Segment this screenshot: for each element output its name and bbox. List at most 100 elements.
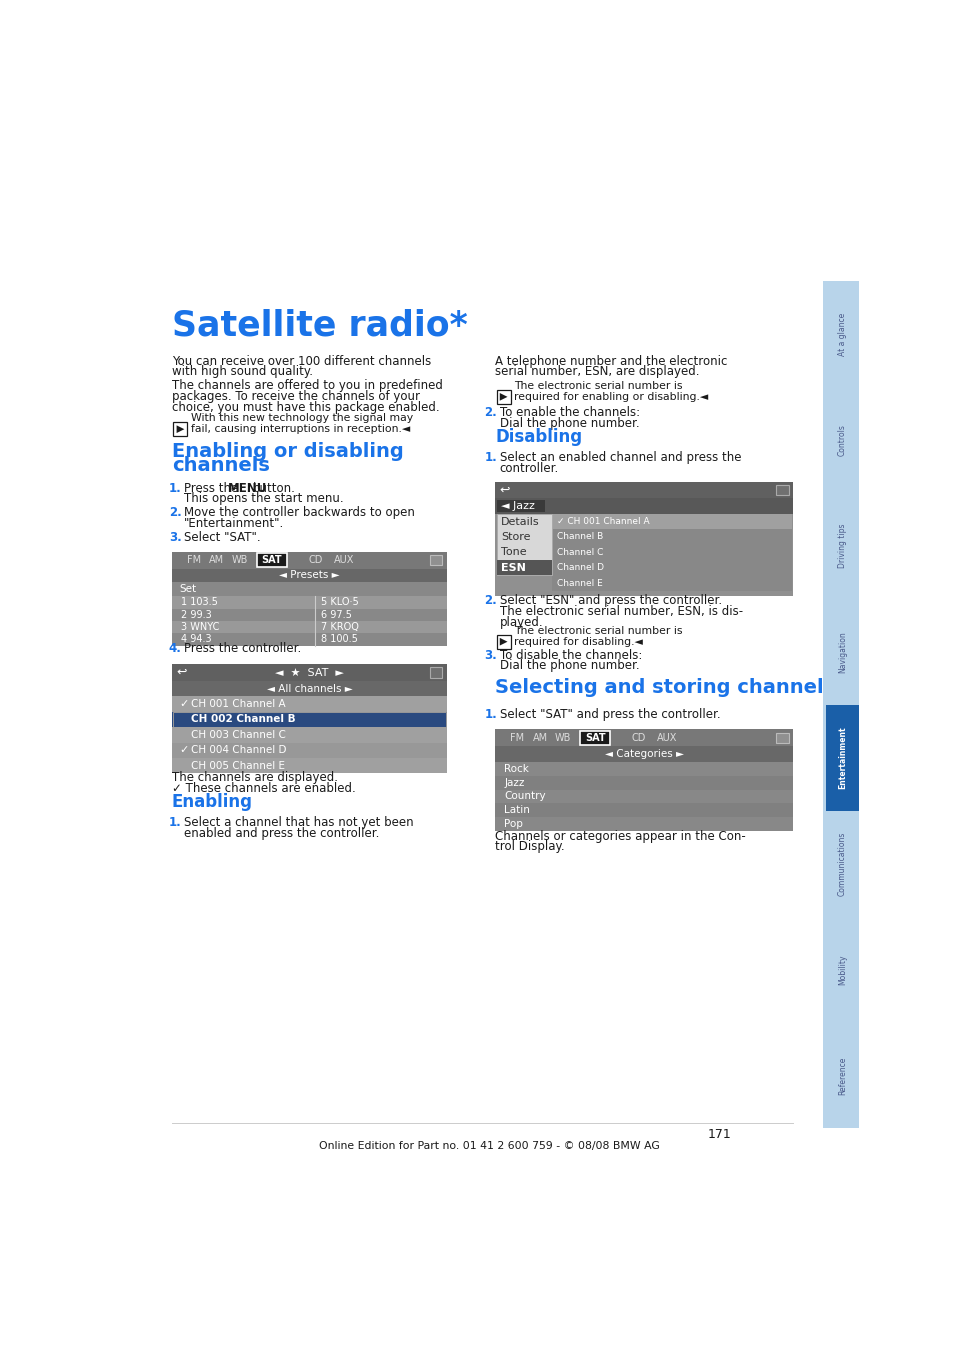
Text: 1.: 1. bbox=[484, 707, 497, 721]
Bar bbox=[552, 575, 791, 591]
Text: MENU: MENU bbox=[228, 482, 267, 494]
Text: ◄ All channels ►: ◄ All channels ► bbox=[266, 683, 352, 694]
Text: 4 94.3: 4 94.3 bbox=[181, 634, 212, 644]
Bar bbox=[825, 493, 858, 599]
Polygon shape bbox=[499, 393, 507, 401]
Text: Press the controller.: Press the controller. bbox=[184, 641, 301, 655]
Bar bbox=[172, 609, 447, 621]
Text: Mobility: Mobility bbox=[837, 954, 846, 984]
Polygon shape bbox=[176, 425, 184, 433]
Text: with high sound quality.: with high sound quality. bbox=[172, 366, 313, 378]
Text: AM: AM bbox=[209, 555, 224, 566]
Text: packages. To receive the channels of your: packages. To receive the channels of you… bbox=[172, 390, 419, 402]
Text: Dial the phone number.: Dial the phone number. bbox=[499, 417, 639, 429]
Bar bbox=[825, 1022, 858, 1129]
Text: With this new technology the signal may: With this new technology the signal may bbox=[191, 413, 413, 424]
Text: This opens the start menu.: This opens the start menu. bbox=[184, 493, 344, 505]
Text: To enable the channels:: To enable the channels: bbox=[499, 406, 639, 418]
Bar bbox=[776, 485, 788, 495]
Text: CH 001 Channel A: CH 001 Channel A bbox=[191, 699, 285, 709]
Text: CD: CD bbox=[308, 555, 322, 566]
Bar bbox=[497, 514, 552, 575]
Text: Press the: Press the bbox=[184, 482, 242, 494]
Bar bbox=[172, 680, 447, 697]
Bar bbox=[172, 582, 447, 597]
Bar bbox=[172, 728, 447, 743]
Text: Details: Details bbox=[500, 517, 539, 526]
Text: CH 002 Channel B: CH 002 Channel B bbox=[191, 714, 294, 725]
Bar bbox=[552, 529, 791, 544]
Bar bbox=[495, 790, 793, 803]
Bar bbox=[497, 500, 544, 513]
Text: 2 99.3: 2 99.3 bbox=[181, 610, 212, 620]
Text: 2.: 2. bbox=[169, 506, 181, 520]
Bar bbox=[497, 634, 510, 648]
Text: Select a channel that has not yet been: Select a channel that has not yet been bbox=[184, 815, 414, 829]
Bar bbox=[497, 560, 552, 575]
Bar bbox=[495, 747, 793, 761]
Bar bbox=[172, 597, 447, 609]
Text: Jazz: Jazz bbox=[504, 778, 524, 787]
Bar bbox=[579, 732, 609, 745]
Text: Move the controller backwards to open: Move the controller backwards to open bbox=[184, 506, 415, 520]
Text: Online Edition for Part no. 01 41 2 600 759 - © 08/08 BMW AG: Online Edition for Part no. 01 41 2 600 … bbox=[318, 1142, 659, 1152]
Text: FM: FM bbox=[509, 733, 523, 743]
Text: 5 KLO·5: 5 KLO·5 bbox=[321, 598, 358, 608]
Text: Satellite radio*: Satellite radio* bbox=[172, 308, 467, 343]
Text: Tone: Tone bbox=[500, 547, 526, 558]
Bar bbox=[495, 761, 793, 776]
Bar bbox=[825, 811, 858, 917]
Bar bbox=[825, 705, 858, 811]
Text: ◄  ★  SAT  ►: ◄ ★ SAT ► bbox=[274, 667, 344, 678]
Text: ✓ CH 001 Channel A: ✓ CH 001 Channel A bbox=[557, 517, 649, 526]
Text: Set: Set bbox=[179, 585, 196, 594]
Text: 7 KROQ: 7 KROQ bbox=[321, 622, 358, 632]
Text: 3.: 3. bbox=[169, 531, 181, 544]
Text: Reference: Reference bbox=[837, 1056, 846, 1095]
Text: enabled and press the controller.: enabled and press the controller. bbox=[184, 826, 379, 840]
Text: Select "SAT".: Select "SAT". bbox=[184, 531, 261, 544]
Text: Controls: Controls bbox=[837, 424, 846, 456]
Text: Enabling or disabling: Enabling or disabling bbox=[172, 441, 403, 460]
Text: CD: CD bbox=[631, 733, 645, 743]
Text: ✓: ✓ bbox=[179, 699, 189, 709]
Text: SAT: SAT bbox=[584, 733, 605, 743]
Bar bbox=[172, 552, 447, 568]
Text: played.: played. bbox=[499, 616, 543, 629]
Polygon shape bbox=[499, 637, 507, 645]
Text: ◄ Categories ►: ◄ Categories ► bbox=[604, 749, 683, 759]
Text: 1.: 1. bbox=[484, 451, 497, 464]
Bar bbox=[552, 544, 791, 560]
Text: The electronic serial number is: The electronic serial number is bbox=[513, 381, 681, 392]
Text: 1.: 1. bbox=[169, 482, 181, 494]
Bar bbox=[495, 482, 793, 595]
Text: CH 005 Channel E: CH 005 Channel E bbox=[191, 760, 284, 771]
Text: Navigation: Navigation bbox=[837, 630, 846, 672]
Text: trol Display.: trol Display. bbox=[495, 841, 564, 853]
Bar bbox=[172, 621, 447, 633]
Text: Enabling: Enabling bbox=[172, 794, 253, 811]
Bar bbox=[172, 743, 447, 757]
Text: Channel B: Channel B bbox=[557, 532, 602, 541]
Text: 4.: 4. bbox=[169, 641, 181, 655]
Bar bbox=[822, 281, 825, 1129]
Bar bbox=[172, 697, 447, 711]
Bar bbox=[552, 560, 791, 575]
Text: WB: WB bbox=[232, 555, 248, 566]
Text: Channels or categories appear in the Con-: Channels or categories appear in the Con… bbox=[495, 830, 745, 842]
Text: Disabling: Disabling bbox=[495, 428, 581, 446]
Bar bbox=[495, 776, 793, 790]
Bar bbox=[825, 599, 858, 705]
Bar bbox=[172, 664, 447, 772]
Bar bbox=[172, 552, 447, 643]
Bar bbox=[495, 729, 793, 832]
Bar bbox=[430, 555, 442, 566]
Text: ESN: ESN bbox=[500, 563, 526, 572]
Bar bbox=[173, 423, 187, 436]
Bar bbox=[430, 667, 442, 678]
Text: 3.: 3. bbox=[484, 648, 497, 662]
Text: 171: 171 bbox=[707, 1127, 731, 1141]
Text: serial number, ESN, are displayed.: serial number, ESN, are displayed. bbox=[495, 366, 699, 378]
Text: required for enabling or disabling.◄: required for enabling or disabling.◄ bbox=[513, 392, 707, 402]
Bar bbox=[495, 803, 793, 817]
